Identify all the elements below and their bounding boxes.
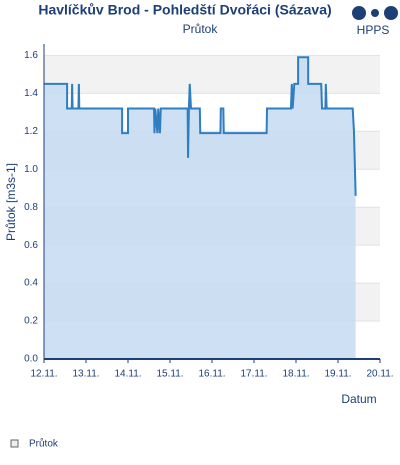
x-tick-label: 19.11. bbox=[324, 369, 351, 380]
legend: Průtok bbox=[10, 438, 59, 450]
x-tick-label: 14.11. bbox=[114, 369, 141, 380]
chart-subtitle: Průtok bbox=[183, 22, 219, 36]
y-tick-label: 0.8 bbox=[24, 202, 38, 213]
y-tick-label: 1.4 bbox=[24, 88, 38, 99]
x-tick-label: 18.11. bbox=[282, 369, 309, 380]
line bbox=[44, 56, 357, 196]
x-tick-label: 13.11. bbox=[72, 369, 99, 380]
x-tick-label: 20.11. bbox=[366, 369, 393, 380]
logo-text: HPPS bbox=[357, 23, 390, 37]
logo-circle bbox=[352, 6, 366, 20]
x-tick-label: 16.11. bbox=[198, 369, 225, 380]
logo-circle bbox=[371, 9, 379, 17]
logo: HPPS bbox=[352, 6, 398, 37]
chart-title: Havlíčkův Brod - Pohledští Dvořáci (Sáza… bbox=[38, 2, 331, 18]
grid-band bbox=[44, 55, 380, 94]
x-tick-label: 12.11. bbox=[30, 369, 57, 380]
legend-label: Průtok bbox=[29, 438, 59, 450]
x-tick-label: 15.11. bbox=[156, 369, 183, 380]
y-tick-label: 0.4 bbox=[24, 278, 38, 289]
legend-swatch bbox=[10, 439, 19, 448]
y-tick-label: 1.0 bbox=[24, 164, 38, 175]
y-tick-label: 1.6 bbox=[24, 50, 38, 61]
y-axis-label: Průtok [m3s-1] bbox=[4, 163, 18, 241]
y-tick-label: 1.2 bbox=[24, 126, 38, 137]
x-tick-label: 17.11. bbox=[240, 369, 267, 380]
x-axis-label: Datum bbox=[341, 392, 376, 406]
logo-circle bbox=[384, 6, 398, 20]
area bbox=[44, 57, 356, 359]
y-tick-label: 0.6 bbox=[24, 240, 38, 251]
y-tick-label: 0.2 bbox=[24, 316, 38, 327]
y-tick-label: 0.0 bbox=[24, 354, 38, 365]
